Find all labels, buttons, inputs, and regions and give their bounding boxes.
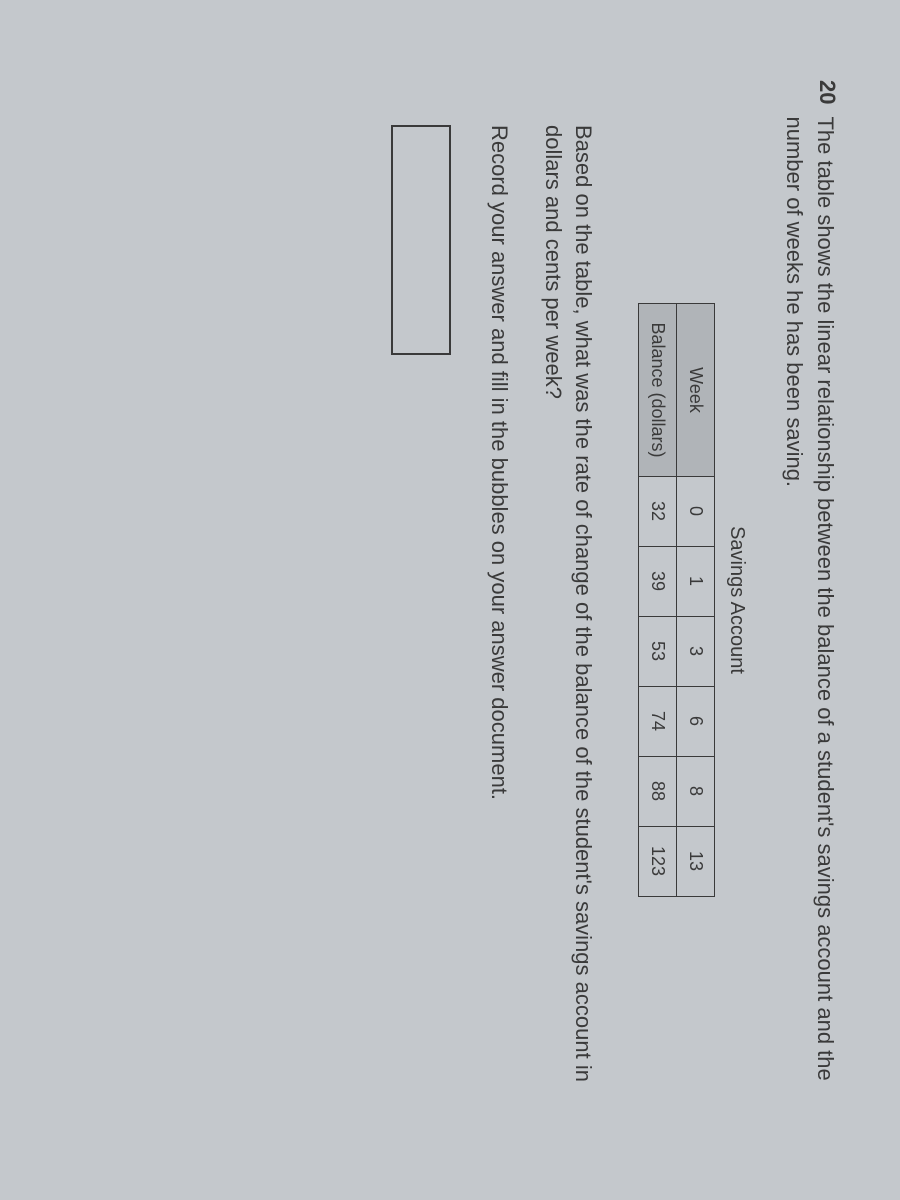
table-cell: 39 — [639, 546, 677, 616]
table-cell: 74 — [639, 686, 677, 756]
question-text: The table shows the linear relationship … — [778, 116, 840, 1120]
table-row: Balance (dollars) 32 39 53 74 88 123 — [639, 304, 677, 896]
row-header-week: Week — [677, 304, 715, 476]
table-cell: 88 — [639, 756, 677, 826]
table-cell: 3 — [677, 616, 715, 686]
table-cell: 32 — [639, 476, 677, 546]
question-header: 20 The table shows the linear relationsh… — [778, 80, 840, 1120]
question-number: 20 — [814, 80, 840, 104]
savings-table: Week 0 1 3 6 8 13 Balance (dollars) 32 3… — [638, 303, 715, 896]
table-cell: 123 — [639, 826, 677, 896]
table-container: Savings Account Week 0 1 3 6 8 13 Balanc… — [638, 80, 748, 1120]
table-cell: 8 — [677, 756, 715, 826]
row-header-balance: Balance (dollars) — [639, 304, 677, 476]
instruction-text: Record your answer and fill in the bubbl… — [486, 80, 512, 1120]
table-row: Week 0 1 3 6 8 13 — [677, 304, 715, 896]
table-cell: 53 — [639, 616, 677, 686]
table-cell: 13 — [677, 826, 715, 896]
table-cell: 6 — [677, 686, 715, 756]
table-title: Savings Account — [725, 80, 748, 1120]
table-cell: 0 — [677, 476, 715, 546]
table-cell: 1 — [677, 546, 715, 616]
answer-box[interactable] — [391, 125, 451, 355]
followup-question: Based on the table, what was the rate of… — [537, 80, 599, 1120]
